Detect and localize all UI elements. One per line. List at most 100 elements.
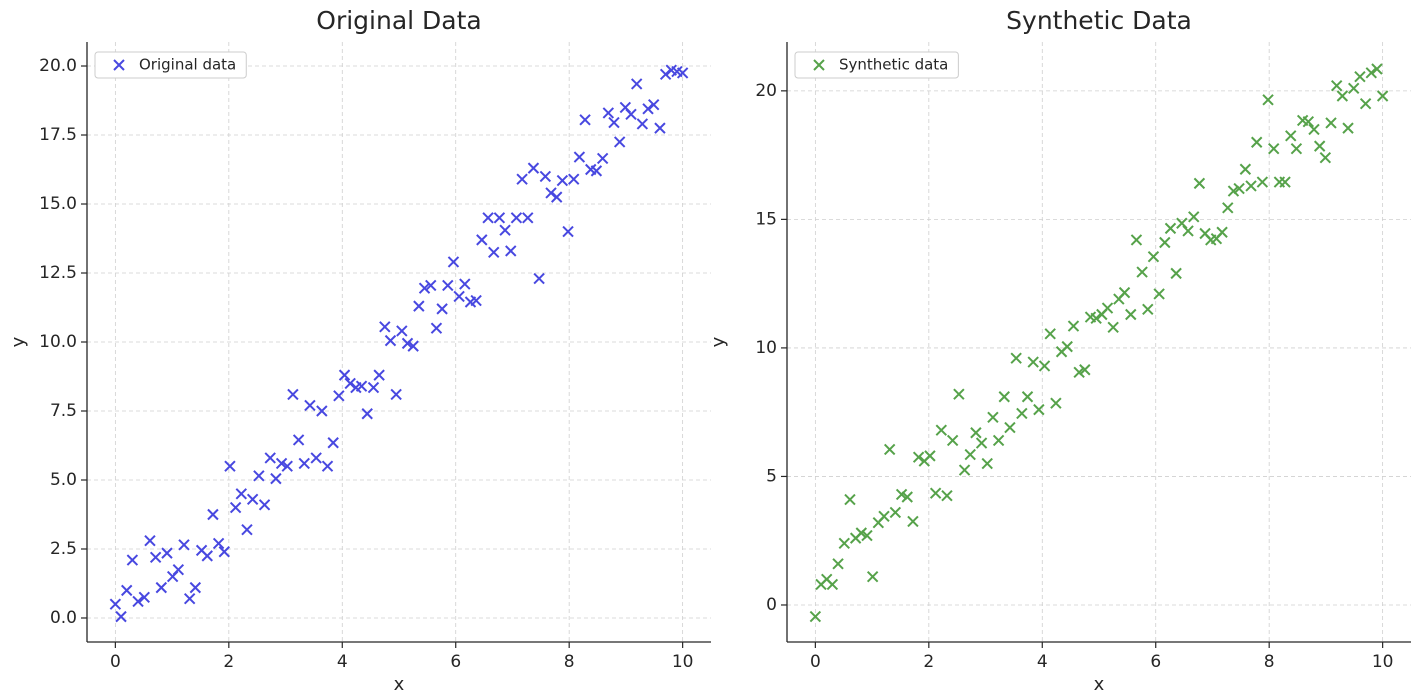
point bbox=[482, 212, 494, 224]
y-tick-label: 15 bbox=[755, 209, 777, 229]
point bbox=[189, 581, 202, 594]
point bbox=[373, 369, 385, 381]
legend-box bbox=[794, 51, 959, 79]
point bbox=[172, 563, 185, 576]
point bbox=[590, 165, 603, 177]
point bbox=[401, 337, 414, 350]
point bbox=[1125, 308, 1137, 321]
point bbox=[1365, 67, 1377, 79]
chart-title: Synthetic Data bbox=[1006, 6, 1192, 35]
point bbox=[970, 427, 982, 439]
point bbox=[510, 212, 523, 224]
point bbox=[1239, 163, 1252, 175]
point bbox=[321, 460, 334, 472]
point bbox=[608, 116, 620, 129]
point bbox=[1038, 360, 1051, 372]
y-tick-label: 20 bbox=[755, 81, 777, 101]
point bbox=[1107, 321, 1119, 334]
point bbox=[895, 488, 908, 501]
point bbox=[844, 493, 856, 506]
point bbox=[602, 107, 615, 119]
point bbox=[361, 408, 373, 420]
x-axis-label: x bbox=[1094, 674, 1105, 695]
y-tick-label: 20.0 bbox=[39, 56, 77, 76]
point bbox=[636, 118, 649, 130]
point bbox=[384, 334, 397, 347]
point bbox=[493, 212, 506, 224]
point bbox=[1319, 151, 1332, 164]
point bbox=[1101, 302, 1114, 314]
point bbox=[253, 470, 265, 482]
point bbox=[1359, 97, 1372, 110]
point bbox=[1256, 176, 1269, 188]
chart-title: Original Data bbox=[316, 6, 481, 35]
point bbox=[1147, 250, 1160, 263]
point bbox=[246, 493, 259, 506]
point bbox=[1118, 286, 1131, 299]
point bbox=[355, 380, 368, 392]
point bbox=[1227, 185, 1240, 197]
point bbox=[625, 108, 637, 121]
point bbox=[367, 381, 380, 394]
y-tick-label: 17.5 bbox=[39, 125, 77, 145]
point bbox=[1302, 115, 1315, 128]
point bbox=[430, 322, 443, 334]
point bbox=[1279, 176, 1291, 188]
point bbox=[1250, 136, 1263, 148]
point bbox=[1153, 288, 1165, 300]
point bbox=[442, 279, 454, 292]
point bbox=[975, 437, 988, 449]
point bbox=[470, 294, 482, 307]
point bbox=[533, 272, 545, 285]
point bbox=[998, 391, 1010, 403]
point bbox=[310, 452, 322, 464]
x-tick-label: 10 bbox=[672, 652, 694, 672]
x-tick-label: 2 bbox=[223, 652, 234, 672]
point bbox=[126, 554, 139, 566]
point bbox=[241, 523, 253, 536]
point bbox=[1004, 421, 1016, 434]
point bbox=[861, 529, 873, 542]
point bbox=[1371, 63, 1383, 75]
point bbox=[981, 457, 993, 470]
point bbox=[304, 399, 316, 412]
point bbox=[1130, 234, 1143, 246]
point bbox=[275, 457, 288, 470]
point bbox=[642, 103, 654, 115]
point bbox=[1061, 340, 1073, 353]
point bbox=[1308, 123, 1320, 136]
point bbox=[207, 508, 219, 521]
point bbox=[516, 173, 528, 185]
point bbox=[568, 173, 580, 185]
x-tick-label: 2 bbox=[923, 652, 934, 672]
legend-marker bbox=[813, 59, 825, 71]
point bbox=[407, 340, 419, 352]
point bbox=[1027, 356, 1039, 368]
x-tick-label: 8 bbox=[1264, 652, 1275, 672]
point bbox=[907, 515, 919, 528]
point bbox=[562, 225, 574, 238]
point bbox=[235, 488, 248, 500]
point bbox=[453, 290, 465, 303]
point bbox=[579, 114, 591, 126]
point bbox=[132, 595, 144, 608]
x-tick-label: 0 bbox=[810, 652, 821, 672]
point bbox=[264, 452, 276, 464]
point bbox=[499, 224, 511, 236]
y-tick-label: 2.5 bbox=[50, 539, 77, 559]
point bbox=[1142, 303, 1154, 316]
point bbox=[935, 424, 948, 436]
point bbox=[144, 535, 156, 547]
point bbox=[1010, 352, 1022, 364]
point bbox=[121, 584, 133, 597]
point bbox=[1050, 397, 1062, 409]
point bbox=[654, 122, 666, 134]
point bbox=[1354, 70, 1366, 83]
y-tick-label: 12.5 bbox=[39, 263, 77, 283]
y-tick-label: 15.0 bbox=[39, 194, 77, 214]
y-tick-label: 10.0 bbox=[39, 332, 77, 352]
point bbox=[418, 282, 431, 294]
point bbox=[958, 464, 971, 476]
y-tick-label: 5 bbox=[766, 466, 777, 486]
point bbox=[1136, 266, 1148, 278]
